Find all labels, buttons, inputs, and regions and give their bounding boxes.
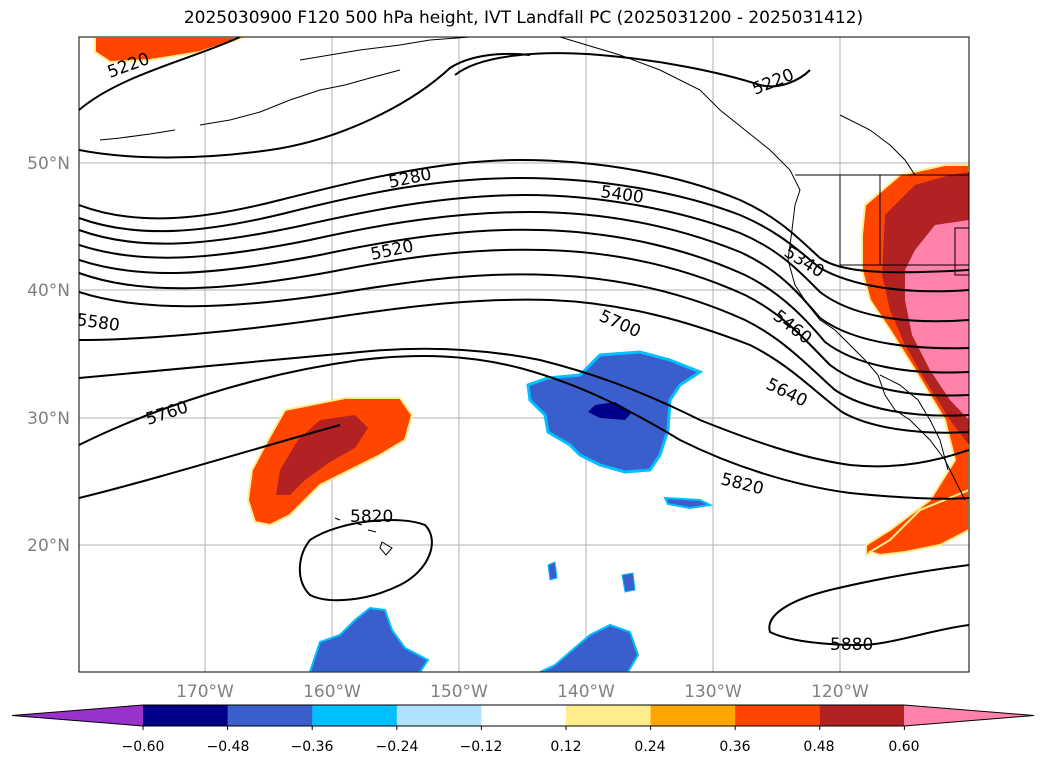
contour-5760 — [79, 347, 969, 468]
colorbar-segment — [566, 705, 652, 726]
ivt-neg-speck-1 — [547, 561, 558, 581]
latitude-labels: 50°N 40°N 30°N 20°N — [27, 154, 70, 556]
contour-5460 — [79, 210, 969, 350]
contour-5820-west — [79, 424, 341, 499]
alaska-coast — [299, 37, 471, 61]
colorbar-label: 0.24 — [634, 739, 665, 755]
contour-5280 — [79, 158, 969, 274]
bc-border — [839, 114, 916, 176]
lon-label: 140°W — [557, 682, 615, 702]
ivt-patch-baja — [867, 488, 969, 557]
gridlines — [79, 37, 969, 672]
lat-label: 20°N — [27, 536, 70, 556]
ivt-negative-shading — [308, 350, 714, 672]
ivt-neg-patch-south-central — [539, 623, 640, 672]
lon-label: 160°W — [303, 682, 361, 702]
ivt-neg-speck-2 — [621, 572, 636, 593]
coastlines — [99, 37, 969, 501]
colorbar-label: 0.48 — [803, 739, 834, 755]
map-title: 2025030900 F120 500 hPa height, IVT Land… — [183, 8, 864, 28]
colorbar-segment — [819, 705, 905, 726]
contour-5520 — [79, 228, 969, 374]
us-west-coast — [787, 204, 966, 501]
colorbar-label: −0.48 — [207, 739, 250, 755]
gulf-of-alaska-coast — [559, 37, 801, 206]
colorbar-labels: −0.60 −0.48 −0.36 −0.24 −0.12 0.12 0.24 … — [122, 739, 920, 755]
colorbar-segment — [396, 705, 482, 726]
height-contours — [79, 37, 969, 647]
aleutian-islands — [199, 69, 401, 126]
colorbar-segment — [227, 705, 313, 726]
colorbar-segment — [312, 705, 398, 726]
colorbar: −0.60 −0.48 −0.36 −0.24 −0.12 0.12 0.24 … — [11, 704, 1035, 755]
west-aleutians — [99, 129, 176, 141]
baja-coast — [879, 374, 949, 471]
lat-label: 50°N — [27, 154, 70, 174]
contour-label: 5820 — [350, 507, 393, 527]
colorbar-segment — [735, 705, 821, 726]
colorbar-label: −0.12 — [460, 739, 503, 755]
contour-5700 — [79, 298, 969, 434]
colorbar-extend-high — [904, 705, 1034, 726]
map-panel: 5220 5220 5280 5400 5340 5520 5580 5460 … — [78, 36, 970, 673]
contour-5220-west — [79, 37, 241, 111]
ivt-core-subtropical — [276, 415, 368, 495]
contour-5580 — [79, 248, 969, 397]
contour-5220-east — [454, 52, 811, 88]
lon-label: 120°W — [811, 682, 869, 702]
contour-5640 — [79, 273, 969, 417]
contour-5400 — [79, 193, 969, 323]
contour-5220-loop — [79, 52, 531, 159]
hawaii-big-island — [379, 541, 393, 556]
colorbar-extend-low — [12, 705, 143, 726]
ivt-neg-patch-south-west — [308, 606, 430, 672]
colorbar-segment — [481, 705, 567, 726]
colorbar-label: 0.60 — [888, 739, 919, 755]
contour-5340 — [79, 176, 969, 293]
ivt-patch-aleutian — [94, 37, 246, 64]
lat-label: 30°N — [27, 409, 70, 429]
ivt-positive-shading — [94, 37, 969, 557]
map-frame — [78, 36, 970, 673]
map-background — [79, 37, 969, 672]
colorbar-segments — [11, 704, 1035, 727]
colorbar-label: −0.60 — [122, 739, 165, 755]
colorbar-label: −0.24 — [376, 739, 419, 755]
colorbar-label: −0.36 — [291, 739, 334, 755]
contour-5820-closed — [298, 519, 433, 602]
hawaii-island-1 — [334, 517, 341, 521]
colorbar-segment — [143, 705, 229, 726]
contour-label: 5880 — [830, 635, 873, 655]
lon-label: 170°W — [176, 682, 234, 702]
contour-5880 — [768, 564, 969, 647]
colorbar-label: 0.36 — [719, 739, 750, 755]
longitude-labels: 170°W 160°W 150°W 140°W 130°W 120°W — [176, 682, 869, 702]
colorbar-label: 0.12 — [550, 739, 581, 755]
colorbar-ticks — [142, 726, 905, 730]
lon-label: 150°W — [430, 682, 488, 702]
colorbar-segment — [650, 705, 736, 726]
lat-label: 40°N — [27, 281, 70, 301]
lon-label: 130°W — [684, 682, 742, 702]
hawaii-island-3 — [367, 529, 377, 533]
ivt-neg-patch-small — [663, 496, 714, 510]
state-borders — [839, 175, 881, 266]
contour-5820-main — [79, 355, 969, 500]
state-border-east — [954, 227, 969, 276]
